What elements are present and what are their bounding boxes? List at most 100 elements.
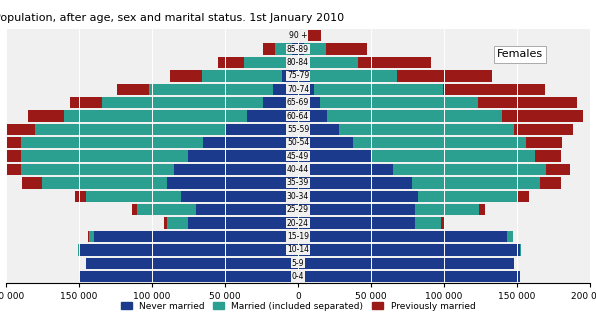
Bar: [526, 137, 562, 148]
Bar: [86, 191, 181, 202]
Bar: [166, 217, 188, 229]
Text: 80-84: 80-84: [287, 58, 309, 67]
Bar: [477, 97, 577, 108]
Bar: [117, 83, 149, 95]
Bar: [291, 30, 296, 41]
Bar: [326, 43, 367, 55]
Bar: [28, 110, 64, 122]
Bar: [298, 164, 393, 175]
Bar: [298, 204, 415, 215]
Bar: [298, 97, 320, 108]
Bar: [244, 57, 288, 68]
Bar: [292, 43, 298, 55]
Bar: [195, 204, 298, 215]
Bar: [247, 110, 298, 122]
Bar: [479, 204, 485, 215]
Bar: [298, 43, 304, 55]
Bar: [20, 137, 203, 148]
Bar: [412, 177, 541, 189]
Bar: [535, 150, 561, 162]
Bar: [298, 150, 371, 162]
Text: Population, after age, sex and marital status. 1st January 2010: Population, after age, sex and marital s…: [0, 13, 344, 23]
Bar: [304, 43, 326, 55]
Text: 85-89: 85-89: [287, 44, 309, 53]
Bar: [298, 137, 353, 148]
Bar: [288, 57, 298, 68]
Text: 15-19: 15-19: [287, 232, 309, 241]
Bar: [89, 231, 94, 242]
Bar: [298, 177, 412, 189]
Text: 10-14: 10-14: [287, 245, 309, 254]
Bar: [20, 150, 188, 162]
Bar: [320, 97, 477, 108]
Bar: [298, 217, 415, 229]
Bar: [517, 191, 529, 202]
Bar: [314, 83, 443, 95]
Bar: [327, 110, 502, 122]
Bar: [282, 70, 298, 81]
Bar: [443, 83, 545, 95]
Bar: [298, 244, 520, 256]
Bar: [263, 43, 275, 55]
Bar: [64, 110, 247, 122]
Bar: [3, 124, 35, 135]
Bar: [371, 150, 535, 162]
Bar: [174, 164, 298, 175]
Bar: [86, 258, 298, 269]
Bar: [301, 30, 307, 41]
Bar: [298, 124, 339, 135]
Bar: [164, 217, 166, 229]
Text: 5-9: 5-9: [292, 259, 304, 268]
Bar: [22, 177, 42, 189]
Text: 45-49: 45-49: [287, 152, 309, 161]
Text: 60-64: 60-64: [287, 111, 309, 120]
Bar: [137, 204, 195, 215]
Bar: [103, 97, 263, 108]
Bar: [298, 30, 301, 41]
Bar: [415, 217, 441, 229]
Bar: [288, 30, 291, 41]
Text: 55-59: 55-59: [287, 125, 309, 134]
Bar: [546, 164, 570, 175]
Bar: [203, 137, 298, 148]
Bar: [298, 57, 307, 68]
Text: 75-79: 75-79: [287, 71, 309, 80]
Bar: [188, 150, 298, 162]
Text: 40-44: 40-44: [287, 165, 309, 174]
Bar: [88, 231, 89, 242]
Bar: [218, 57, 244, 68]
Bar: [42, 177, 166, 189]
Text: 90 +: 90 +: [288, 31, 308, 40]
Bar: [79, 271, 298, 282]
Bar: [353, 137, 526, 148]
Bar: [35, 124, 225, 135]
Bar: [0, 164, 20, 175]
Bar: [298, 110, 327, 122]
Text: 70-74: 70-74: [287, 85, 309, 94]
Bar: [520, 244, 521, 256]
Bar: [181, 191, 298, 202]
Bar: [398, 70, 492, 81]
Text: 25-29: 25-29: [287, 205, 309, 214]
Text: 30-34: 30-34: [287, 192, 309, 201]
Bar: [70, 97, 103, 108]
Bar: [132, 204, 137, 215]
Bar: [310, 70, 398, 81]
Bar: [358, 57, 431, 68]
Bar: [94, 231, 298, 242]
Bar: [415, 204, 479, 215]
Bar: [263, 97, 298, 108]
Text: 50-54: 50-54: [287, 138, 309, 147]
Bar: [149, 83, 273, 95]
Bar: [502, 110, 583, 122]
Bar: [0, 150, 20, 162]
Text: 20-24: 20-24: [287, 219, 309, 228]
Bar: [79, 244, 298, 256]
Bar: [275, 43, 292, 55]
Bar: [307, 30, 321, 41]
Bar: [188, 217, 298, 229]
Bar: [298, 83, 314, 95]
Bar: [441, 217, 444, 229]
Bar: [225, 124, 298, 135]
Bar: [296, 30, 298, 41]
